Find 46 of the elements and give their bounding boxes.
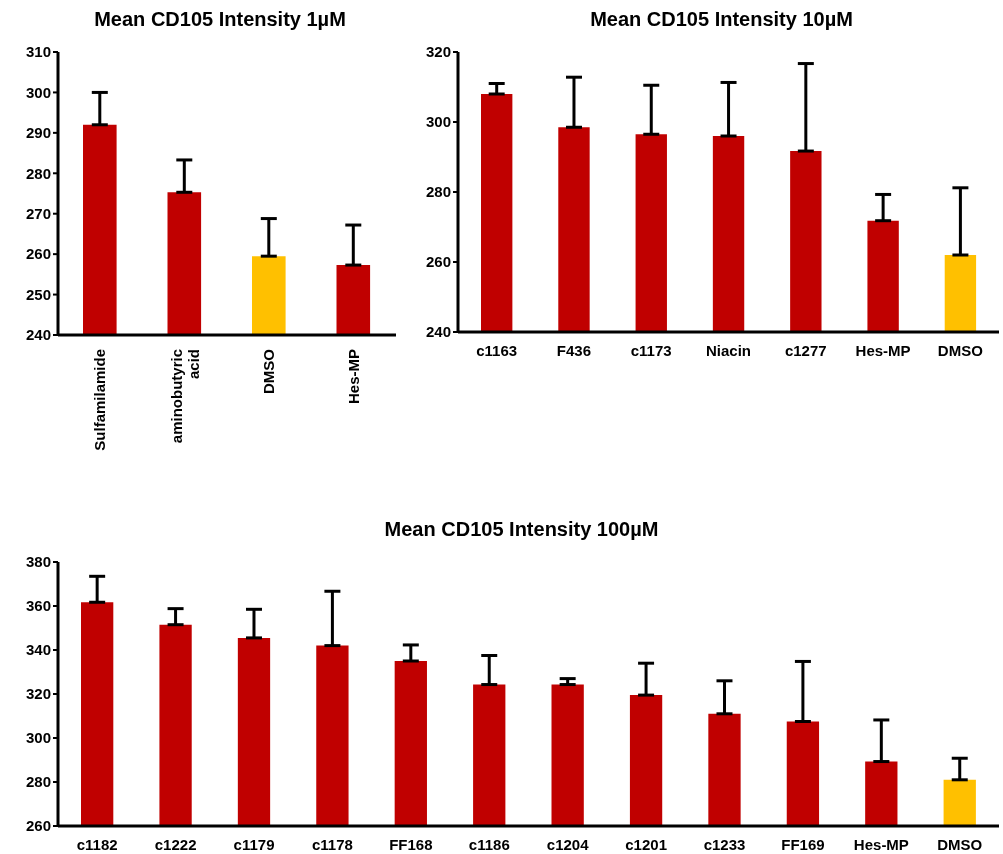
- y-tick-label: 260: [425, 253, 451, 271]
- x-tick-label: c1222: [154, 836, 197, 853]
- y-tick-label: 280: [25, 164, 51, 182]
- x-tick-label: c1204: [546, 836, 590, 853]
- chart-title: Mean CD105 Intensity 1µM: [93, 8, 347, 31]
- x-tick-label: c1179: [233, 836, 275, 853]
- x-tick-label: c1186: [468, 836, 510, 853]
- x-tick-label: c1163: [476, 342, 518, 359]
- y-tick-label: 320: [425, 43, 451, 61]
- y-tick-label: 280: [425, 183, 451, 201]
- x-tick-label: DMSO: [937, 836, 983, 853]
- x-tick-label: aminobutyric acid: [167, 349, 202, 444]
- y-tick-label: 250: [25, 285, 51, 303]
- x-tick-label: F436: [556, 342, 592, 359]
- x-tick-label: FF169: [781, 836, 825, 853]
- chart-title: Mean CD105 Intensity 100µM: [383, 518, 660, 541]
- y-tick-label: 380: [25, 553, 51, 571]
- y-tick-label: 270: [25, 205, 51, 223]
- y-tick-label: 320: [25, 685, 51, 703]
- chart-title: Mean CD105 Intensity 10µM: [589, 8, 854, 31]
- y-tick-label: 240: [25, 326, 51, 344]
- x-tick-label: Hes-MP: [344, 349, 362, 405]
- y-tick-label: 280: [25, 773, 51, 791]
- x-tick-label: Niacin: [705, 342, 752, 359]
- x-tick-label: c1178: [312, 836, 353, 853]
- x-tick-label: FF168: [389, 836, 433, 853]
- y-tick-label: 260: [25, 817, 51, 835]
- y-tick-label: 360: [25, 597, 51, 615]
- y-tick-label: 260: [25, 245, 51, 263]
- x-tick-label: Hes-MP: [855, 342, 911, 359]
- y-tick-label: 340: [25, 641, 51, 659]
- y-tick-label: 300: [425, 113, 451, 131]
- y-tick-label: 310: [25, 43, 51, 61]
- x-tick-label: c1173: [630, 342, 672, 359]
- x-tick-label: c1233: [703, 836, 746, 853]
- y-tick-label: 240: [425, 323, 451, 341]
- y-tick-label: 300: [25, 83, 51, 101]
- x-tick-label: Sulfamilamide: [91, 349, 109, 451]
- x-tick-label: DMSO: [937, 342, 984, 359]
- x-tick-label: c1182: [76, 836, 118, 853]
- y-tick-label: 300: [25, 729, 51, 747]
- x-tick-label: DMSO: [260, 348, 278, 394]
- y-tick-label: 290: [25, 124, 51, 142]
- x-tick-label: Hes-MP: [853, 836, 909, 853]
- x-tick-label: c1201: [625, 836, 667, 853]
- x-tick-label: c1277: [784, 342, 827, 359]
